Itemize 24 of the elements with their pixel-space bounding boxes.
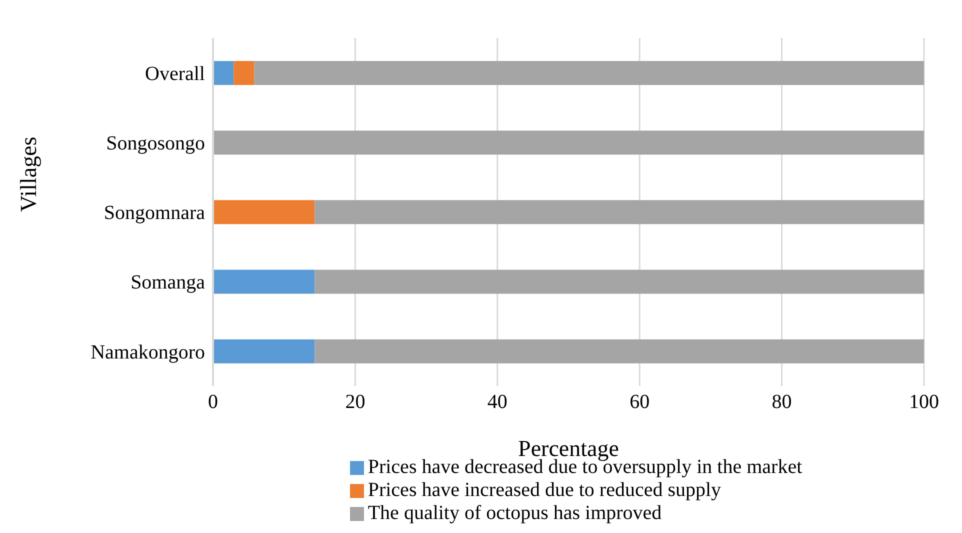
- bar: [234, 60, 254, 85]
- y-tick-label: Namakongoro: [90, 341, 205, 364]
- bar: [314, 339, 924, 364]
- bar: [213, 339, 315, 364]
- y-tick-label: Songomnara: [104, 202, 206, 224]
- y-tick-label: Songosongo: [106, 132, 205, 154]
- bar: [254, 60, 924, 85]
- x-tick-label: 40: [487, 391, 508, 414]
- legend-label: The quality of octopus has improved: [368, 502, 662, 524]
- bar: [213, 60, 234, 85]
- y-tick-label: Overall: [145, 62, 206, 85]
- legend-label: Prices have increased due to reduced supply: [368, 479, 722, 501]
- y-tick-label: Somanga: [130, 272, 206, 294]
- x-tick-label: 100: [909, 391, 939, 414]
- x-tick-label: 60: [630, 391, 650, 414]
- x-tick-label: 20: [345, 391, 366, 414]
- x-tick-label: 0: [208, 391, 218, 414]
- bar: [213, 200, 315, 224]
- bar: [314, 200, 924, 224]
- bar: [213, 270, 315, 294]
- y-axis-title: Villages: [16, 136, 42, 212]
- bar: [314, 270, 924, 294]
- x-tick-label: 80: [772, 391, 792, 414]
- bar: [213, 130, 924, 155]
